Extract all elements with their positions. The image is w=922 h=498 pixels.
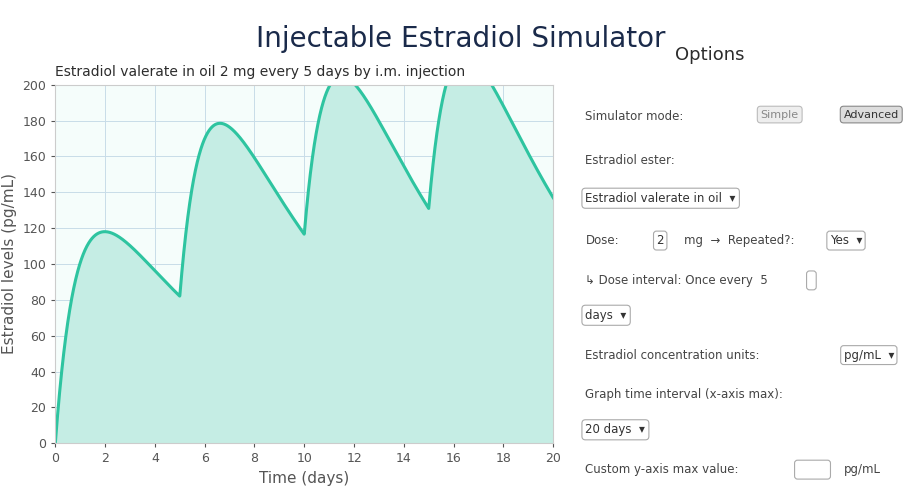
X-axis label: Time (days): Time (days) [259,471,349,486]
Text: Advanced: Advanced [844,110,899,120]
Text: Estradiol concentration units:: Estradiol concentration units: [585,349,760,362]
Text: Simple: Simple [761,110,798,120]
Text: Dose:: Dose: [585,234,619,247]
Text: Graph time interval (x-axis max):: Graph time interval (x-axis max): [585,388,784,401]
Text: Estradiol valerate in oil  ▾: Estradiol valerate in oil ▾ [585,192,736,205]
Text: 20 days  ▾: 20 days ▾ [585,423,645,436]
Text: Estradiol valerate in oil 2 mg every 5 days by i.m. injection: Estradiol valerate in oil 2 mg every 5 d… [55,65,466,79]
Text: mg  →  Repeated?:: mg → Repeated?: [684,234,795,247]
Text: Yes  ▾: Yes ▾ [830,234,862,247]
Text: pg/mL  ▾: pg/mL ▾ [844,349,894,362]
Text: Injectable Estradiol Simulator: Injectable Estradiol Simulator [256,25,666,53]
Y-axis label: Estradiol levels (pg/mL): Estradiol levels (pg/mL) [2,173,17,355]
Text: 2: 2 [656,234,664,247]
Text: Estradiol ester:: Estradiol ester: [585,154,675,167]
Text: Simulator mode:: Simulator mode: [585,110,684,123]
Text: Custom y-axis max value:: Custom y-axis max value: [585,463,739,476]
Text: pg/mL: pg/mL [844,463,881,476]
Text: days  ▾: days ▾ [585,309,627,322]
Text: Options: Options [675,46,745,64]
Text: ↳ Dose interval: Once every  5: ↳ Dose interval: Once every 5 [585,274,768,287]
